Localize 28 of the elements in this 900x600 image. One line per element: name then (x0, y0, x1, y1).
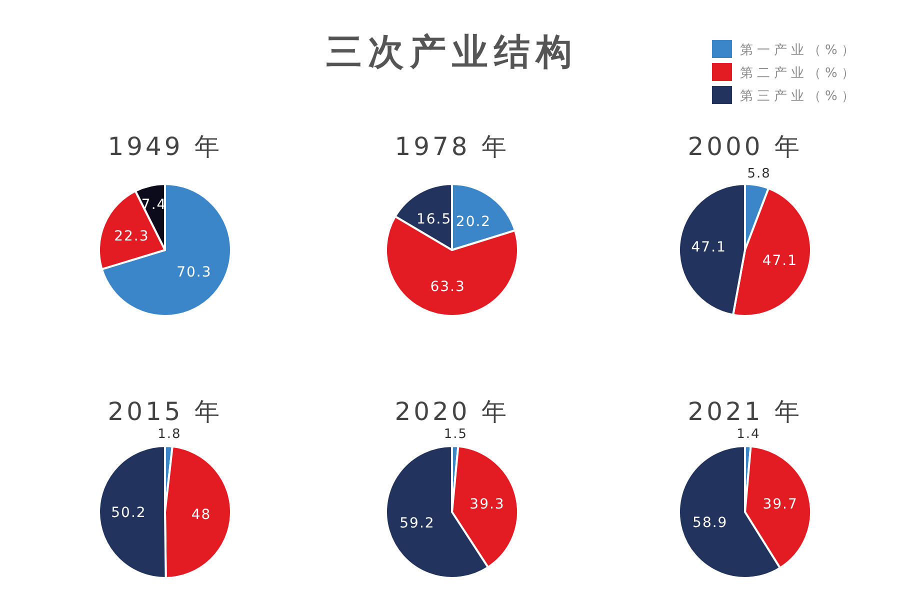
chart-title: 三次产业结构 (326, 31, 578, 73)
data-label: 70.3 (176, 264, 212, 281)
data-label: 50.2 (111, 505, 146, 522)
chart-subtitle: 1978 年 (394, 132, 510, 161)
data-label: 39.7 (762, 496, 798, 513)
legend-label: 第一产业（%） (740, 43, 858, 58)
chart-subtitle: 1949 年 (108, 132, 222, 161)
data-label: 39.3 (470, 496, 505, 512)
text: 2000 年 (688, 132, 802, 161)
data-label: 22.3 (114, 228, 150, 245)
data-label: 47.1 (691, 240, 726, 256)
data-label: 5.8 (747, 166, 771, 182)
data-label: 48 (191, 506, 212, 523)
data-label: 59.2 (400, 515, 435, 532)
data-label: 58.9 (692, 515, 728, 532)
chart-subtitle: 2020 年 (394, 397, 510, 426)
data-label: 7.4 (141, 196, 167, 213)
data-label: 63.3 (430, 279, 466, 296)
data-label: 1.8 (158, 427, 182, 442)
legend-label: 第二产业（%） (740, 66, 858, 81)
data-label: 1.4 (736, 427, 760, 442)
chart-subtitle: 2021 年 (688, 397, 802, 426)
data-label: 1.5 (444, 427, 468, 442)
chart-subtitle: 2015 年 (108, 397, 222, 426)
data-label: 47.1 (762, 252, 798, 269)
data-label: 16.5 (416, 211, 452, 228)
data-label: 20.2 (456, 214, 492, 230)
legend-label: 第三产业（%） (740, 89, 858, 104)
